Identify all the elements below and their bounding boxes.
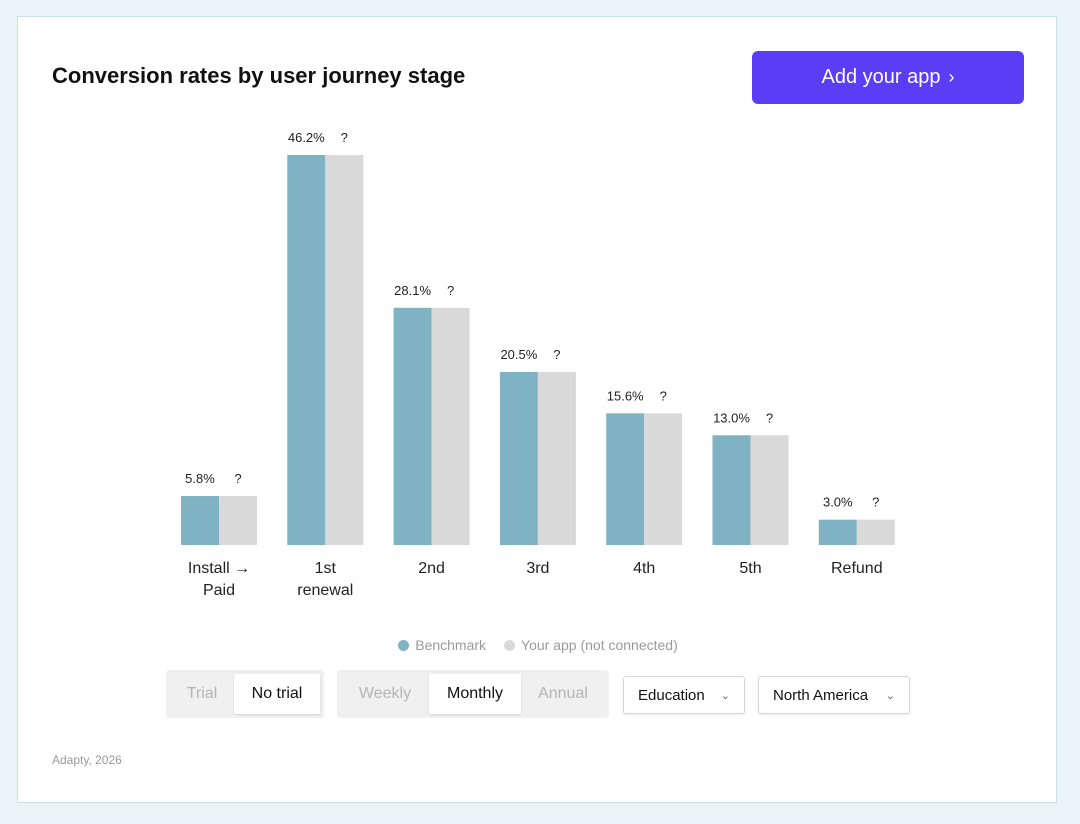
data-label-benchmark-1: 46.2%	[288, 130, 325, 145]
region-dropdown[interactable]: North America ⌄	[758, 676, 910, 714]
period-option-annual[interactable]: Annual	[538, 685, 588, 702]
bar-your-app-6	[856, 519, 895, 545]
bar-benchmark-0	[181, 496, 219, 545]
data-label-your-app-6: ?	[872, 495, 879, 510]
bar-benchmark-6	[818, 519, 857, 545]
data-label-your-app-2: ?	[447, 283, 454, 298]
bar-benchmark-5	[712, 435, 751, 545]
chart-title: Conversion rates by user journey stage	[52, 63, 466, 88]
bar-benchmark-1	[287, 155, 326, 545]
legend-label-your-app: Your app (not connected)	[521, 637, 678, 653]
bar-your-app-5	[750, 435, 789, 545]
period-toggle: Weekly Monthly Annual	[337, 670, 609, 718]
region-dropdown-value: North America	[773, 686, 869, 704]
category-label-0-0: Install →	[188, 560, 250, 577]
category-label-0-1: Paid	[203, 582, 235, 599]
legend-label-benchmark: Benchmark	[415, 637, 487, 653]
trial-option-trial[interactable]: Trial	[186, 685, 218, 702]
data-label-your-app-1: ?	[341, 130, 348, 145]
category-label-1-0: 1st	[315, 560, 337, 577]
bar-benchmark-2	[393, 307, 432, 545]
legend-dot-your-app	[504, 639, 516, 651]
bar-your-app-0	[219, 496, 257, 545]
bar-benchmark-4	[606, 413, 645, 545]
category-label-4-0: 4th	[633, 560, 655, 577]
legend-item-benchmark: Benchmark	[398, 637, 486, 653]
data-label-your-app-5: ?	[766, 410, 773, 425]
legend-dot-benchmark	[398, 639, 410, 651]
data-label-benchmark-5: 13.0%	[713, 410, 750, 425]
data-label-benchmark-6: 3.0%	[823, 495, 853, 510]
bar-your-app-1	[325, 155, 364, 545]
data-label-benchmark-3: 20.5%	[500, 347, 537, 362]
data-label-benchmark-4: 15.6%	[607, 388, 644, 403]
bar-chart: 5.8% ? Install → Paid 46.2% ? 1st renewal 28.1%?…	[181, 130, 895, 599]
category-label-6-0: Refund	[831, 560, 883, 577]
period-option-weekly[interactable]: Weekly	[358, 685, 412, 702]
data-label-your-app-3: ?	[553, 347, 560, 362]
trial-option-no-trial[interactable]: No trial	[234, 674, 320, 714]
bar-benchmark-3	[499, 371, 538, 545]
category-dropdown-value: Education	[638, 686, 705, 704]
trial-toggle: Trial No trial	[166, 670, 324, 718]
add-your-app-label: Add your app	[821, 66, 941, 88]
category-dropdown[interactable]: Education ⌄	[623, 676, 745, 714]
bar-your-app-2	[431, 307, 470, 545]
chart-legend: Benchmark Your app (not connected)	[18, 637, 1058, 653]
chart-card: Conversion rates by user journey stage A…	[17, 16, 1057, 803]
category-label-2-0: 2nd	[418, 560, 445, 577]
legend-item-your-app: Your app (not connected)	[504, 637, 678, 653]
chevron-down-icon: ⌄	[720, 689, 730, 702]
footer-credit: Adapty, 2026	[52, 753, 122, 767]
bar-your-app-4	[644, 413, 683, 545]
chevron-down-icon: ⌄	[885, 689, 895, 702]
bar-your-app-3	[537, 371, 576, 545]
category-label-1-1: renewal	[297, 582, 353, 599]
category-label-3-0: 3rd	[526, 560, 549, 577]
chevron-right-icon: ›	[948, 67, 955, 87]
data-label-benchmark-2: 28.1%	[394, 283, 431, 298]
add-your-app-button[interactable]: Add your app ›	[752, 51, 1024, 104]
category-label-5-0: 5th	[739, 560, 761, 577]
data-label-benchmark-0: 5.8%	[185, 471, 215, 486]
data-label-your-app-4: ?	[660, 388, 667, 403]
period-option-monthly[interactable]: Monthly	[429, 674, 521, 714]
data-label-your-app-0: ?	[234, 471, 241, 486]
